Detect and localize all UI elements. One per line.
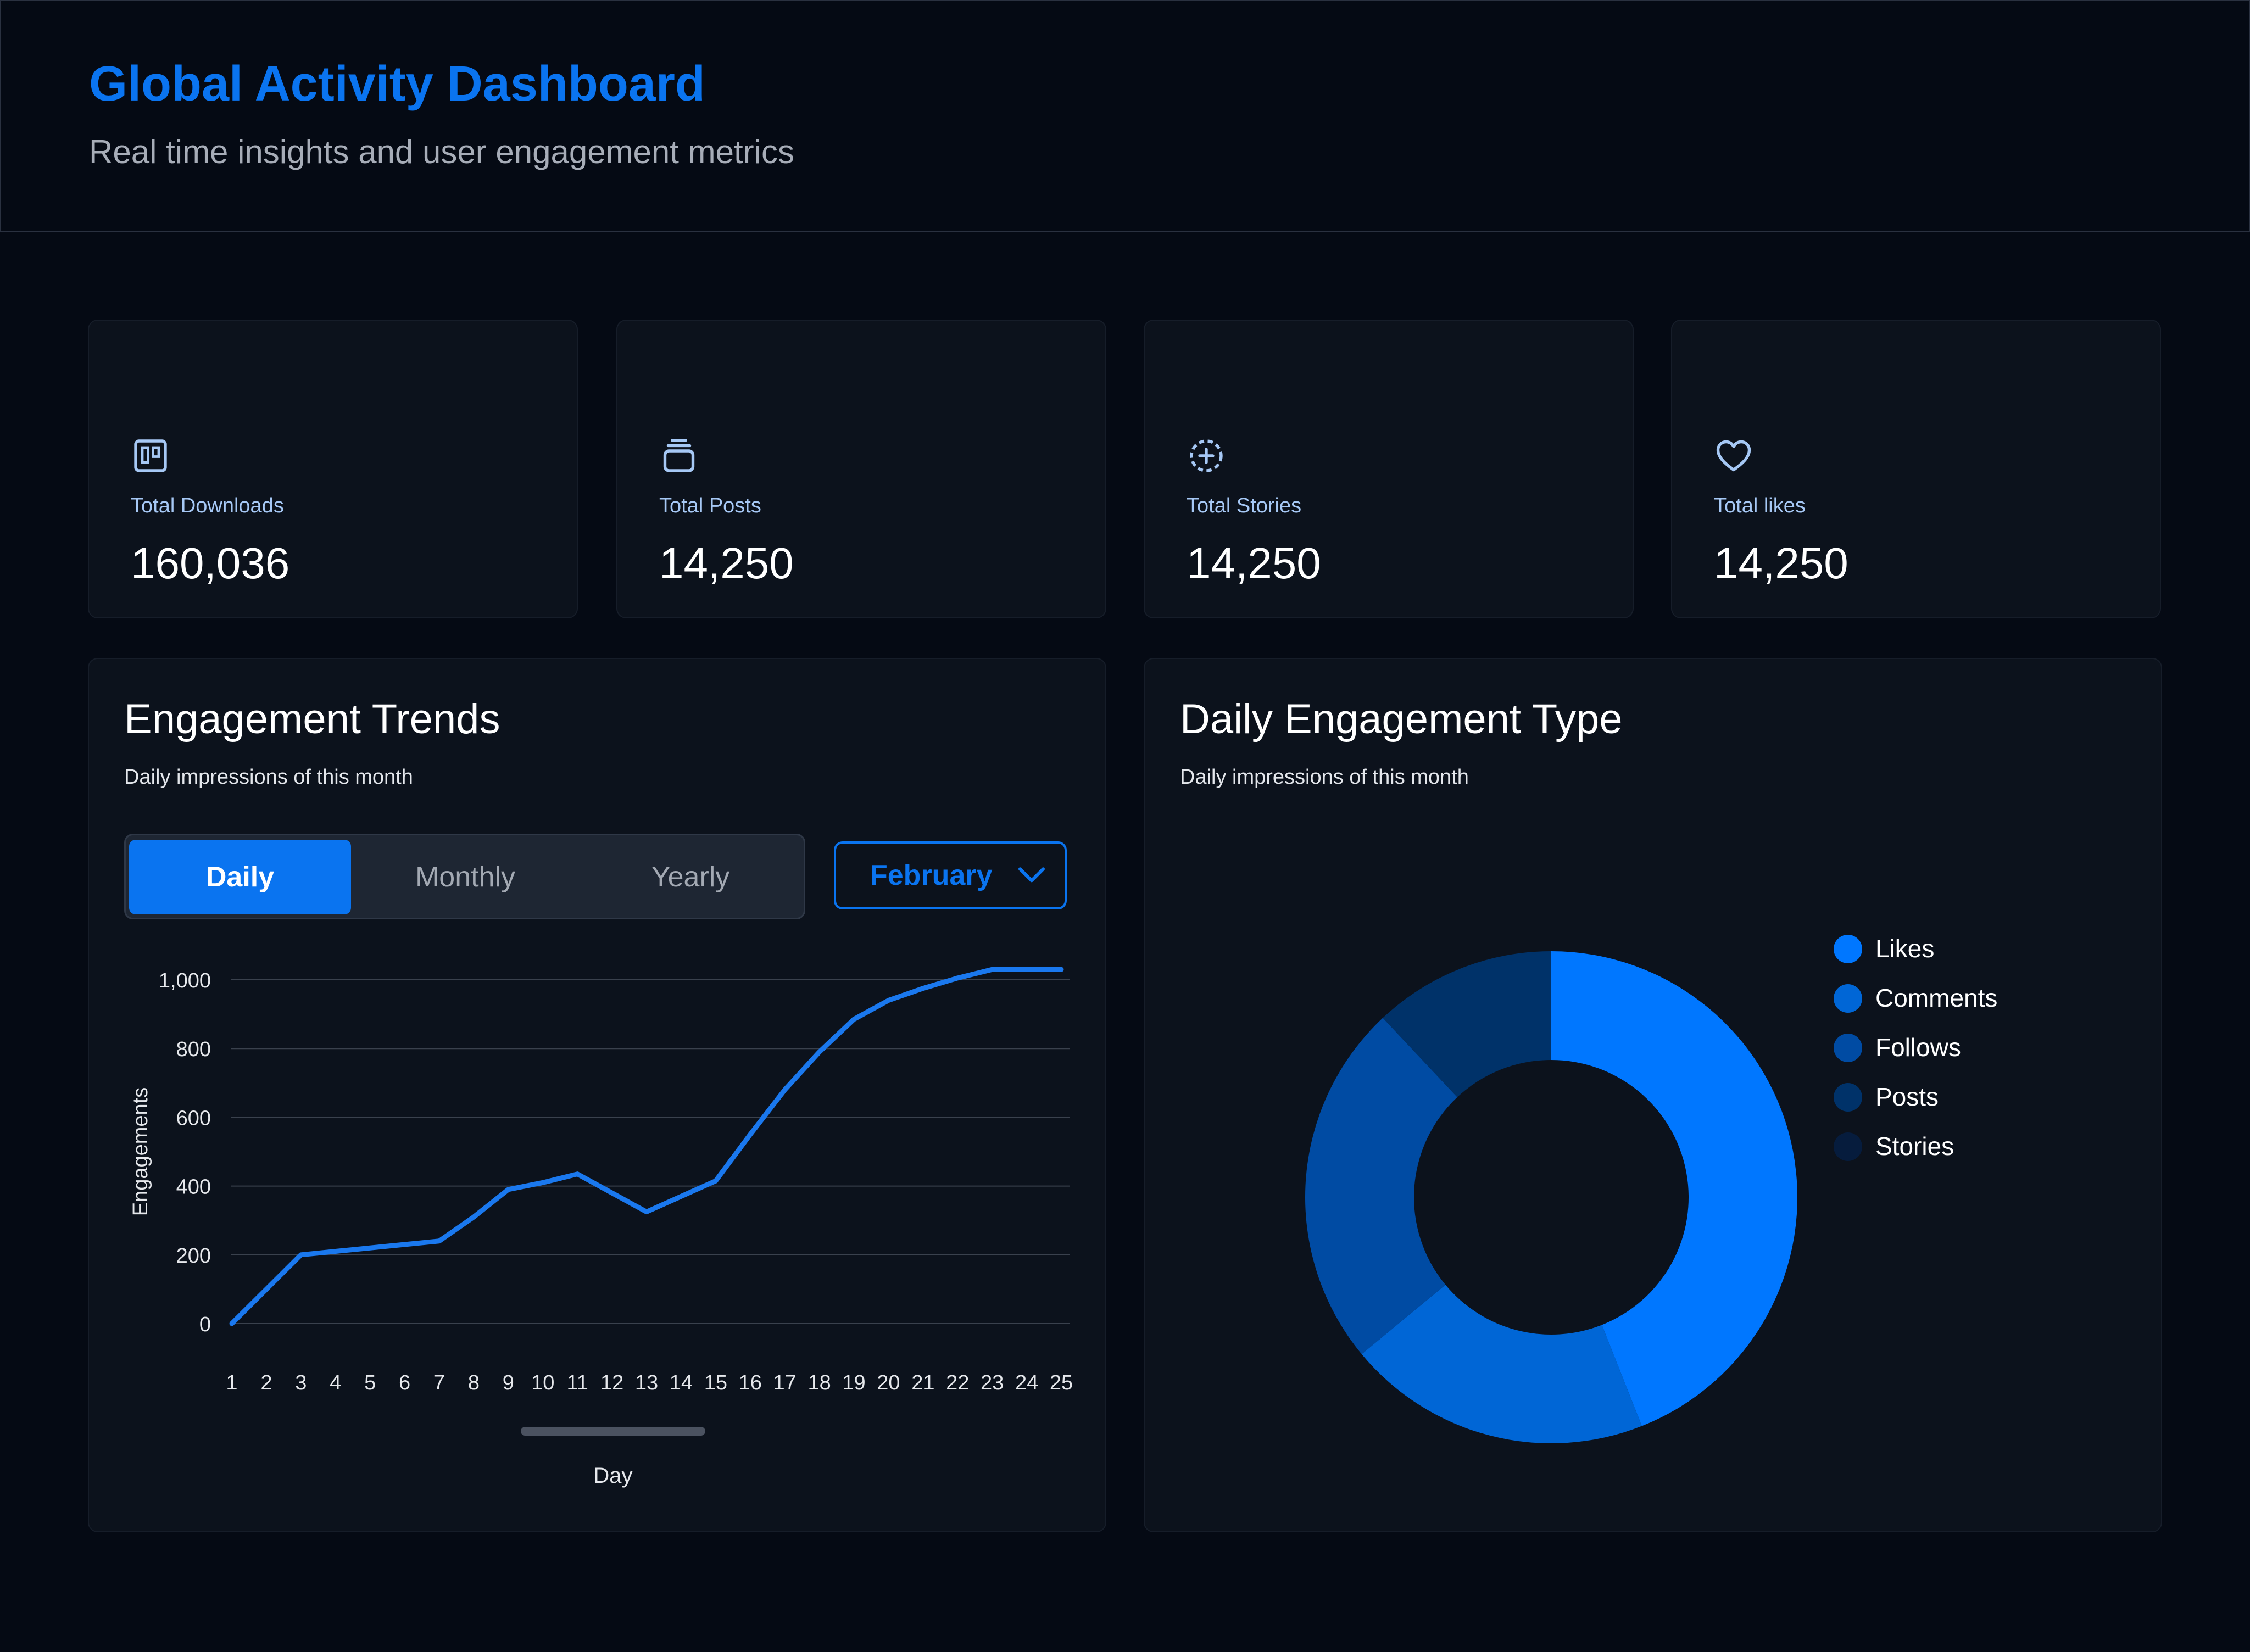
x-tick-label: 5 xyxy=(364,1371,376,1394)
x-tick-label: 9 xyxy=(503,1371,514,1394)
x-tick-label: 8 xyxy=(468,1371,480,1394)
donut-slice-likes[interactable] xyxy=(1551,951,1797,1426)
x-tick-label: 23 xyxy=(981,1371,1004,1394)
tab-daily[interactable]: Daily xyxy=(129,840,351,914)
legend-swatch xyxy=(1834,1083,1862,1112)
stat-card-downloads[interactable]: Total Downloads 160,036 xyxy=(88,320,578,618)
x-tick-label: 12 xyxy=(600,1371,623,1394)
stat-label: Total Stories xyxy=(1187,494,1302,517)
chart-scrollbar[interactable] xyxy=(521,1427,705,1436)
x-tick-label: 13 xyxy=(635,1371,658,1394)
legend-label: Likes xyxy=(1875,934,1935,963)
x-tick-label: 7 xyxy=(433,1371,445,1394)
month-dropdown[interactable]: February xyxy=(834,841,1067,909)
x-tick-label: 3 xyxy=(295,1371,307,1394)
engagement-type-panel: Daily Engagement Type Daily impressions … xyxy=(1144,658,2162,1532)
page-title: Global Activity Dashboard xyxy=(89,57,705,111)
legend-swatch xyxy=(1834,984,1862,1013)
donut-slice-comments[interactable] xyxy=(1361,1285,1642,1443)
stat-value: 14,250 xyxy=(1714,539,1848,588)
y-tick-label: 1,000 xyxy=(159,969,211,992)
y-axis-label: Engagements xyxy=(129,1087,152,1216)
x-tick-label: 21 xyxy=(911,1371,934,1394)
engagement-trends-panel: Engagement Trends Daily impressions of t… xyxy=(88,658,1106,1532)
legend-label: Follows xyxy=(1875,1033,1961,1062)
legend-swatch xyxy=(1834,1132,1862,1161)
stat-label: Total Downloads xyxy=(131,494,284,517)
x-tick-label: 22 xyxy=(946,1371,969,1394)
x-tick-label: 11 xyxy=(566,1371,588,1394)
x-tick-label: 6 xyxy=(399,1371,410,1394)
legend-label: Stories xyxy=(1875,1132,1954,1160)
x-tick-label: 17 xyxy=(773,1371,797,1394)
stat-label: Total likes xyxy=(1714,494,1806,517)
stat-value: 14,250 xyxy=(659,539,794,588)
x-tick-label: 15 xyxy=(704,1371,727,1394)
month-dropdown-value: February xyxy=(870,860,993,891)
x-tick-label: 25 xyxy=(1050,1371,1073,1394)
heart-icon xyxy=(1716,440,1751,472)
board-icon xyxy=(134,439,167,472)
add-story-icon xyxy=(1190,439,1223,472)
y-tick-label: 800 xyxy=(176,1038,211,1061)
donut-slice-follows[interactable] xyxy=(1305,1018,1457,1354)
tab-yearly[interactable]: Yearly xyxy=(651,861,730,893)
x-tick-label: 2 xyxy=(260,1371,272,1394)
stat-card-posts[interactable]: Total Posts 14,250 xyxy=(616,320,1106,618)
y-tick-label: 0 xyxy=(199,1313,211,1336)
x-tick-label: 14 xyxy=(670,1371,693,1394)
y-tick-label: 400 xyxy=(176,1176,211,1199)
stat-card-likes[interactable]: Total likes 14,250 xyxy=(1671,320,2161,618)
stat-value: 14,250 xyxy=(1187,539,1321,588)
stat-label: Total Posts xyxy=(659,494,761,517)
y-tick-label: 200 xyxy=(176,1244,211,1268)
donut-slice-posts[interactable] xyxy=(1383,951,1551,1097)
x-tick-label: 1 xyxy=(226,1371,237,1394)
x-tick-label: 20 xyxy=(877,1371,900,1394)
page-subtitle: Real time insights and user engagement m… xyxy=(89,133,794,170)
engagement-donut-chart xyxy=(1305,951,1797,1443)
page-header: Global Activity Dashboard Real time insi… xyxy=(0,0,2250,232)
x-tick-label: 10 xyxy=(531,1371,554,1394)
y-tick-label: 600 xyxy=(176,1107,211,1130)
panel-title: Daily Engagement Type xyxy=(1180,696,1623,743)
legend-swatch xyxy=(1834,1034,1862,1062)
chevron-down-icon xyxy=(1018,867,1045,883)
x-tick-label: 18 xyxy=(807,1371,831,1394)
stack-icon xyxy=(663,439,695,472)
stat-card-stories[interactable]: Total Stories 14,250 xyxy=(1144,320,1634,618)
panel-title: Engagement Trends xyxy=(124,696,500,743)
legend-label: Comments xyxy=(1875,984,1998,1012)
x-tick-label: 24 xyxy=(1015,1371,1038,1394)
x-tick-label: 16 xyxy=(739,1371,762,1394)
legend-swatch xyxy=(1834,935,1862,963)
series-line xyxy=(229,967,1064,1326)
period-segmented-control: Daily Monthly Yearly xyxy=(124,834,805,919)
x-tick-label: 19 xyxy=(842,1371,865,1394)
panel-subtitle: Daily impressions of this month xyxy=(1180,766,1469,789)
legend-label: Posts xyxy=(1875,1082,1939,1111)
stat-value: 160,036 xyxy=(131,539,290,588)
tab-monthly[interactable]: Monthly xyxy=(415,861,516,893)
panel-subtitle: Daily impressions of this month xyxy=(124,766,413,789)
x-axis-label: Day xyxy=(593,1464,632,1488)
x-tick-label: 4 xyxy=(330,1371,341,1394)
